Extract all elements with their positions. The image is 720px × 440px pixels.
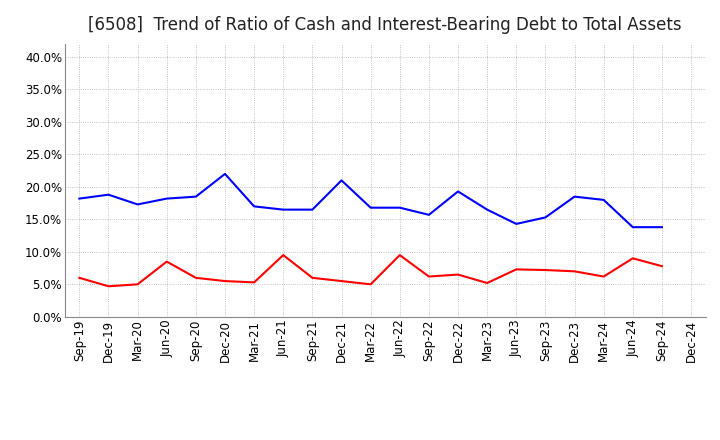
Cash xyxy=(192,275,200,280)
Interest-Bearing Debt xyxy=(250,204,258,209)
Cash xyxy=(629,256,637,261)
Cash xyxy=(570,269,579,274)
Cash xyxy=(220,279,229,284)
Cash xyxy=(104,284,113,289)
Cash xyxy=(483,280,492,286)
Line: Cash: Cash xyxy=(79,255,662,286)
Cash xyxy=(512,267,521,272)
Interest-Bearing Debt xyxy=(629,224,637,230)
Cash xyxy=(279,253,287,258)
Cash xyxy=(541,268,550,273)
Interest-Bearing Debt xyxy=(220,171,229,176)
Interest-Bearing Debt xyxy=(366,205,375,210)
Interest-Bearing Debt xyxy=(512,221,521,227)
Cash xyxy=(133,282,142,287)
Interest-Bearing Debt xyxy=(192,194,200,199)
Cash xyxy=(599,274,608,279)
Cash xyxy=(75,275,84,280)
Interest-Bearing Debt xyxy=(541,215,550,220)
Cash xyxy=(395,253,404,258)
Interest-Bearing Debt xyxy=(279,207,287,212)
Interest-Bearing Debt xyxy=(75,196,84,201)
Interest-Bearing Debt xyxy=(425,212,433,217)
Interest-Bearing Debt xyxy=(104,192,113,197)
Interest-Bearing Debt xyxy=(337,178,346,183)
Interest-Bearing Debt xyxy=(308,207,317,212)
Cash xyxy=(337,279,346,284)
Cash xyxy=(454,272,462,277)
Cash xyxy=(250,280,258,285)
Interest-Bearing Debt xyxy=(163,196,171,201)
Interest-Bearing Debt xyxy=(599,197,608,202)
Cash xyxy=(308,275,317,280)
Interest-Bearing Debt xyxy=(395,205,404,210)
Interest-Bearing Debt xyxy=(657,224,666,230)
Interest-Bearing Debt xyxy=(483,207,492,212)
Line: Interest-Bearing Debt: Interest-Bearing Debt xyxy=(79,174,662,227)
Legend: Cash, Interest-Bearing Debt: Cash, Interest-Bearing Debt xyxy=(246,438,525,440)
Interest-Bearing Debt xyxy=(454,189,462,194)
Cash xyxy=(366,282,375,287)
Cash xyxy=(657,264,666,269)
Interest-Bearing Debt xyxy=(570,194,579,199)
Interest-Bearing Debt xyxy=(133,202,142,207)
Title: [6508]  Trend of Ratio of Cash and Interest-Bearing Debt to Total Assets: [6508] Trend of Ratio of Cash and Intere… xyxy=(89,16,682,34)
Cash xyxy=(163,259,171,264)
Cash xyxy=(425,274,433,279)
